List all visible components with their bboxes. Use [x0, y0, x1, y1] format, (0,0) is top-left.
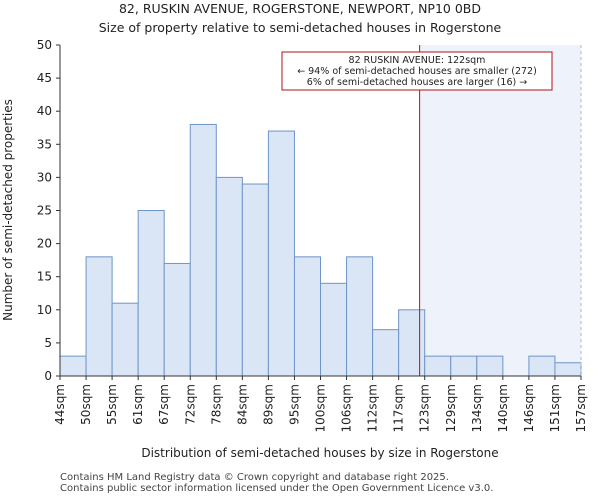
y-tick-label-0: 0: [44, 369, 52, 383]
bar-44sqm: [59, 355, 87, 377]
x-tick-label-78sqm: 78sqm: [209, 384, 223, 425]
x-axis-label: Distribution of semi-detached houses by …: [141, 446, 498, 460]
x-tick-label-100sqm: 100sqm: [314, 384, 328, 432]
x-tick-label-44sqm: 44sqm: [53, 384, 67, 425]
y-tick-label-25: 25: [37, 204, 52, 218]
x-tick-label-95sqm: 95sqm: [287, 384, 301, 425]
footer-line-2: Contains public sector information licen…: [60, 483, 494, 494]
bar-112sqm: [372, 329, 400, 377]
y-tick-label-35: 35: [37, 137, 52, 151]
x-tick-label-151sqm: 151sqm: [548, 384, 562, 432]
bar-50sqm: [85, 256, 113, 377]
bar-117sqm: [398, 309, 426, 377]
y-tick-label-30: 30: [37, 170, 52, 184]
bar-151sqm: [554, 362, 582, 377]
y-tick-label-15: 15: [37, 270, 52, 284]
bar-89sqm: [267, 130, 295, 377]
x-tick-label-146sqm: 146sqm: [522, 384, 536, 432]
bar-67sqm: [163, 262, 191, 377]
bar-146sqm: [528, 355, 556, 377]
x-tick-label-129sqm: 129sqm: [444, 384, 458, 432]
bar-95sqm: [293, 256, 322, 377]
annotation-line-2: ← 94% of semi-detached houses are smalle…: [297, 66, 537, 77]
x-tick-label-112sqm: 112sqm: [366, 384, 380, 432]
x-tick-label-89sqm: 89sqm: [261, 384, 275, 425]
y-tick-label-50: 50: [37, 38, 52, 52]
bar-134sqm: [476, 355, 504, 377]
x-tick-label-140sqm: 140sqm: [496, 384, 510, 432]
x-tick-label-106sqm: 106sqm: [340, 384, 354, 432]
x-tick-label-134sqm: 134sqm: [470, 384, 484, 432]
plot-area: 0 5 10 15 20 25 30 35 40 45 50 44sqm 50sqm 55sqm 61sqm…: [37, 38, 588, 432]
y-tick-label-5: 5: [44, 336, 52, 350]
x-tick-label-117sqm: 117sqm: [392, 384, 406, 432]
y-tick-label-10: 10: [37, 303, 52, 317]
x-tick-label-72sqm: 72sqm: [183, 384, 197, 425]
y-tick-label-40: 40: [37, 104, 52, 118]
bar-61sqm: [137, 210, 165, 377]
bar-55sqm: [111, 302, 139, 377]
x-tick-label-67sqm: 67sqm: [157, 384, 171, 425]
bar-78sqm: [215, 176, 243, 377]
x-tick-label-50sqm: 50sqm: [79, 384, 93, 425]
annotation-line-3: 6% of semi-detached houses are larger (1…: [307, 77, 527, 88]
x-tick-label-123sqm: 123sqm: [418, 384, 432, 432]
annotation-line-1: 82 RUSKIN AVENUE: 122sqm: [349, 55, 486, 66]
bar-100sqm: [320, 282, 348, 377]
bar-123sqm: [424, 355, 452, 377]
x-tick-label-61sqm: 61sqm: [131, 384, 145, 425]
x-tick-label-55sqm: 55sqm: [105, 384, 119, 425]
footer-line-1: Contains HM Land Registry data © Crown c…: [60, 472, 449, 483]
bar-72sqm: [189, 123, 217, 377]
highlight-region: [419, 45, 581, 376]
x-tick-label-84sqm: 84sqm: [235, 384, 249, 425]
y-tick-label-45: 45: [37, 71, 52, 85]
bar-106sqm: [346, 256, 374, 377]
bar-129sqm: [450, 355, 478, 377]
chart-title: 82, RUSKIN AVENUE, ROGERSTONE, NEWPORT, …: [119, 1, 481, 16]
y-axis-label: Number of semi-detached properties: [1, 99, 15, 321]
x-tick-label-157sqm: 157sqm: [574, 384, 588, 432]
bar-84sqm: [241, 183, 269, 377]
annotation-box: [281, 51, 553, 91]
chart-subtitle: Size of property relative to semi-detach…: [99, 20, 502, 35]
y-tick-label-20: 20: [37, 237, 52, 251]
